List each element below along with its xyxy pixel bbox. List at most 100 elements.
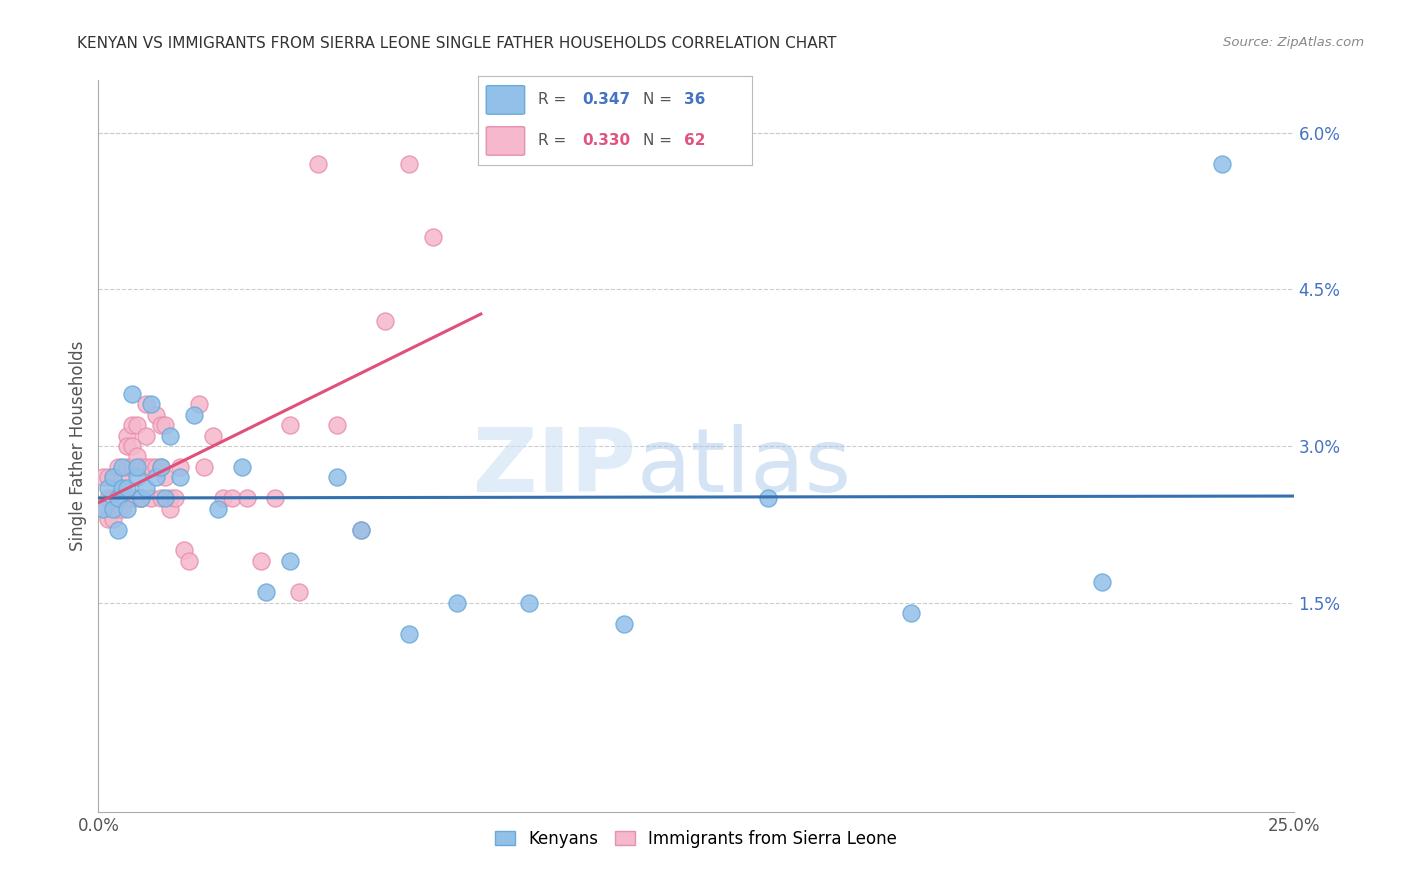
Point <box>125 459 148 474</box>
Point <box>169 459 191 474</box>
Point <box>139 491 162 506</box>
Point <box>173 543 195 558</box>
Text: R =: R = <box>538 134 571 148</box>
Point <box>101 501 124 516</box>
Point <box>97 481 120 495</box>
Point <box>155 418 177 433</box>
Point <box>115 439 138 453</box>
Point <box>101 512 124 526</box>
Point <box>111 481 134 495</box>
Point <box>115 428 138 442</box>
Point <box>159 501 181 516</box>
FancyBboxPatch shape <box>486 86 524 114</box>
Point <box>235 491 257 506</box>
Point <box>288 585 311 599</box>
Point <box>326 470 349 484</box>
Point <box>111 470 134 484</box>
Point <box>422 230 444 244</box>
Point <box>135 428 157 442</box>
Point <box>135 459 157 474</box>
Point <box>91 501 114 516</box>
Point <box>221 491 243 506</box>
Point <box>97 470 120 484</box>
Point <box>163 491 186 506</box>
Point <box>107 501 129 516</box>
Point <box>115 459 138 474</box>
Point <box>207 501 229 516</box>
Point <box>139 397 162 411</box>
Point <box>254 585 277 599</box>
Point <box>125 450 148 464</box>
Point <box>101 491 124 506</box>
Point <box>115 501 138 516</box>
Point <box>125 491 148 506</box>
Point <box>91 501 114 516</box>
FancyBboxPatch shape <box>486 127 524 155</box>
Point <box>115 491 138 506</box>
Point <box>107 459 129 474</box>
Point <box>374 313 396 327</box>
Text: Source: ZipAtlas.com: Source: ZipAtlas.com <box>1223 36 1364 49</box>
Point <box>101 470 124 484</box>
Point <box>264 491 287 506</box>
Point <box>121 439 143 453</box>
Point <box>107 491 129 506</box>
Point <box>131 491 153 506</box>
Text: N =: N = <box>643 134 676 148</box>
Text: ZIP: ZIP <box>474 425 637 511</box>
Point <box>107 523 129 537</box>
Point <box>1091 574 1114 589</box>
Point <box>111 459 134 474</box>
Point <box>131 491 153 506</box>
Point <box>135 481 157 495</box>
Point <box>398 157 420 171</box>
Point <box>91 470 114 484</box>
Text: R =: R = <box>538 93 571 107</box>
Point <box>125 418 148 433</box>
Point <box>517 596 540 610</box>
Point <box>202 428 225 442</box>
Text: 0.347: 0.347 <box>582 93 630 107</box>
Point <box>149 491 172 506</box>
Point <box>149 418 172 433</box>
Point <box>187 397 209 411</box>
Point <box>97 491 120 506</box>
Point <box>756 491 779 506</box>
Point <box>121 459 143 474</box>
Point <box>307 157 329 171</box>
Y-axis label: Single Father Households: Single Father Households <box>69 341 87 551</box>
Point <box>326 418 349 433</box>
Point <box>107 491 129 506</box>
Text: 0.330: 0.330 <box>582 134 630 148</box>
Point <box>149 459 172 474</box>
Point <box>139 459 162 474</box>
Point <box>145 459 167 474</box>
Point <box>121 491 143 506</box>
Point <box>169 470 191 484</box>
Text: 62: 62 <box>683 134 706 148</box>
Point <box>211 491 233 506</box>
Point <box>121 418 143 433</box>
Point <box>97 512 120 526</box>
Point <box>398 627 420 641</box>
Point <box>159 491 181 506</box>
Text: atlas: atlas <box>637 425 852 511</box>
Point <box>350 523 373 537</box>
Point <box>111 491 134 506</box>
Point <box>613 616 636 631</box>
Point <box>131 459 153 474</box>
Point <box>121 386 143 401</box>
Point <box>125 470 148 484</box>
Point <box>193 459 215 474</box>
Point <box>149 459 172 474</box>
Point <box>231 459 253 474</box>
Point <box>159 428 181 442</box>
Point <box>350 523 373 537</box>
Legend: Kenyans, Immigrants from Sierra Leone: Kenyans, Immigrants from Sierra Leone <box>488 823 904 855</box>
Point <box>101 470 124 484</box>
Point <box>179 554 201 568</box>
Text: 36: 36 <box>683 93 704 107</box>
Text: N =: N = <box>643 93 676 107</box>
Point <box>1211 157 1233 171</box>
Point <box>446 596 468 610</box>
